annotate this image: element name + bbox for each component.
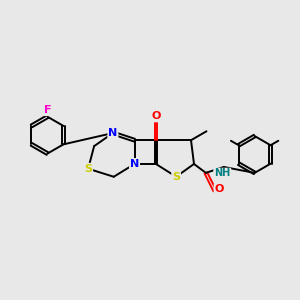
- Text: S: S: [172, 172, 180, 182]
- Text: O: O: [214, 184, 224, 194]
- Text: N: N: [108, 128, 118, 138]
- Text: O: O: [151, 111, 160, 122]
- Text: N: N: [130, 159, 139, 169]
- Text: S: S: [84, 164, 92, 174]
- Text: NH: NH: [214, 169, 230, 178]
- Text: F: F: [44, 105, 51, 115]
